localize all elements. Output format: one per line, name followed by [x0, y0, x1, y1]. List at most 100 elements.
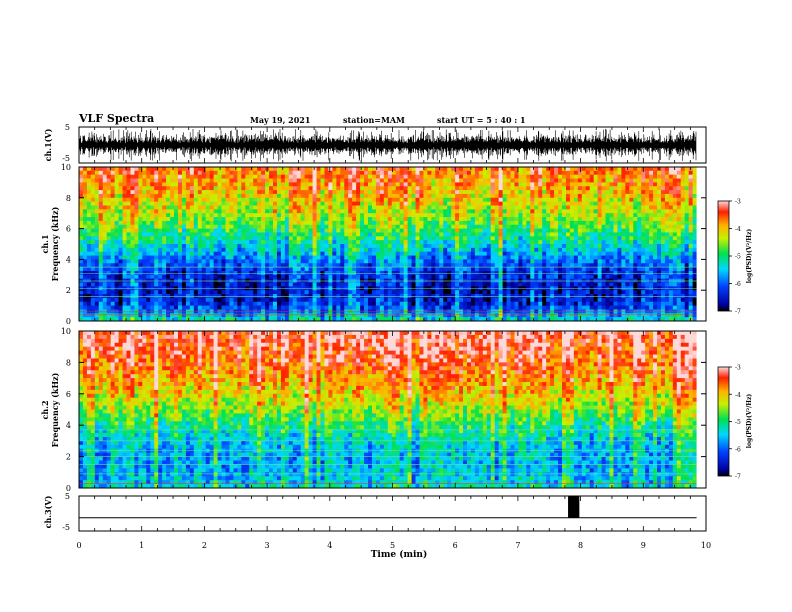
- spec1-cell: [114, 236, 119, 241]
- spec1-cell: [494, 274, 500, 280]
- spec1-cell: [162, 217, 167, 222]
- spec1-cell: [332, 247, 337, 253]
- spec1-cell: [304, 197, 310, 203]
- spec1-cell: [233, 186, 238, 191]
- spec1-cell: [415, 178, 420, 183]
- spec1-cell: [205, 201, 211, 206]
- spec1-cell: [680, 213, 686, 218]
- spec1-cell: [435, 217, 440, 222]
- spec1-cell: [209, 255, 215, 260]
- spec1-cell: [257, 263, 262, 268]
- spec1-cell: [514, 228, 519, 233]
- spec1-cell: [181, 209, 187, 214]
- spec1-cell: [233, 236, 238, 241]
- spec1-cell: [324, 197, 329, 203]
- spec1-cell: [431, 186, 436, 191]
- spec1-cell: [249, 247, 254, 253]
- spec1-cell: [577, 255, 583, 260]
- spec1-cell: [288, 201, 294, 206]
- spec1-cell: [328, 244, 333, 249]
- spec1-cell: [245, 167, 250, 172]
- spec1-cell: [375, 217, 381, 222]
- spec1-cell: [470, 197, 476, 203]
- spec1-cell: [158, 197, 163, 203]
- spec1-cell: [142, 236, 147, 241]
- spec1-cell: [641, 240, 646, 245]
- spec1-cell: [166, 255, 171, 260]
- spec1-cell: [653, 182, 658, 187]
- spec1-cell: [197, 244, 203, 249]
- spec1-cell: [581, 197, 587, 203]
- spec1-cell: [498, 240, 504, 245]
- spec1-cell: [241, 193, 246, 199]
- spec1-cell: [597, 213, 602, 218]
- spec1-cell: [201, 170, 207, 176]
- spec1-cell: [371, 244, 377, 249]
- spec1-cell: [688, 263, 694, 268]
- spec1-cell: [233, 232, 238, 237]
- spec1-cell: [415, 190, 420, 195]
- spec1-cell: [514, 255, 519, 260]
- spec1-cell: [320, 193, 325, 199]
- spec1-cell: [411, 259, 416, 264]
- spec1-cell: [490, 197, 496, 203]
- spec1-cell: [641, 224, 646, 229]
- spec1-cell: [459, 213, 464, 218]
- spec1-cell: [565, 190, 571, 195]
- spec1-cell: [110, 178, 116, 183]
- spec1-cell: [415, 236, 420, 241]
- spec1-cell: [554, 167, 559, 172]
- spec1-cell: [518, 274, 523, 280]
- spec1-cell: [660, 263, 666, 268]
- spec1-cell: [423, 244, 428, 249]
- spec1-cell: [249, 244, 254, 249]
- spec1-cell: [356, 220, 361, 226]
- spec1-cell: [185, 263, 191, 268]
- spec1-cell: [403, 240, 408, 245]
- spec1-cell: [522, 201, 527, 206]
- spec1-cell: [90, 247, 96, 253]
- spec1-cell: [478, 236, 484, 241]
- spec1-cell: [431, 274, 436, 280]
- spec1-cell: [550, 247, 555, 253]
- spec1-cell: [498, 251, 504, 256]
- spec1-cell: [415, 247, 420, 253]
- spec1-cell: [403, 220, 408, 226]
- spec1-cell: [573, 240, 579, 245]
- spec1-cell: [427, 259, 432, 264]
- spec1-cell: [209, 167, 215, 172]
- spec1-cell: [241, 220, 246, 226]
- spec1-cell: [427, 193, 432, 199]
- spec1-cell: [126, 228, 131, 233]
- spec1-cell: [130, 217, 135, 222]
- spec1-cell: [193, 267, 199, 272]
- spec1-cell: [300, 247, 306, 253]
- spec1-cell: [249, 182, 254, 187]
- spec1-cell: [364, 282, 369, 287]
- spec1-cell: [102, 240, 108, 245]
- spec1-cell: [664, 247, 670, 253]
- spec1-cell: [166, 174, 171, 179]
- spec1-cell: [668, 224, 674, 229]
- spec1-cell: [657, 240, 662, 245]
- spec1-cell: [288, 174, 294, 179]
- spec1-cell: [312, 170, 317, 176]
- spec1-cell: [257, 247, 262, 253]
- spec1-cell: [676, 186, 682, 191]
- spec1-cell: [158, 251, 163, 256]
- spec1-cell: [371, 282, 377, 287]
- spec1-cell: [383, 170, 389, 176]
- spec1-cell: [490, 220, 496, 226]
- spec1-cell: [110, 186, 116, 191]
- spec1-cell: [601, 182, 606, 187]
- spec1-cell: [518, 178, 523, 183]
- spec1-cell: [265, 232, 270, 237]
- spec1-cell: [352, 182, 357, 187]
- spec1-cell: [102, 213, 108, 218]
- spec1-cell: [142, 274, 147, 280]
- spec1-cell: [332, 182, 337, 187]
- spec1-cell: [292, 220, 298, 226]
- spec1-cell: [617, 240, 622, 245]
- spec1-cell: [181, 178, 187, 183]
- spec1-cell: [617, 259, 622, 264]
